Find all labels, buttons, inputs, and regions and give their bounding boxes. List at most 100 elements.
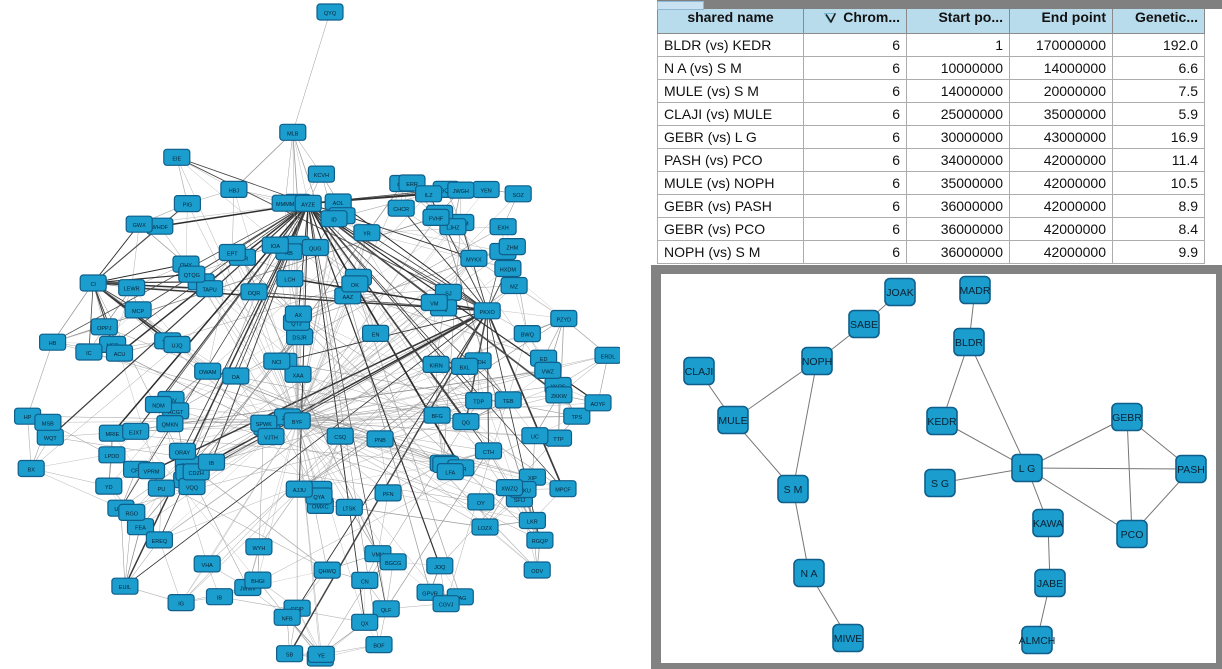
svg-text:QLF: QLF	[381, 608, 392, 614]
svg-text:FVHF: FVHF	[429, 216, 444, 222]
svg-text:MYKX: MYKX	[466, 257, 482, 263]
svg-text:WHDF: WHDF	[152, 225, 169, 231]
svg-text:NDM: NDM	[152, 404, 165, 410]
svg-text:YEN: YEN	[480, 189, 491, 195]
svg-text:CN: CN	[361, 579, 369, 585]
svg-text:WQT: WQT	[44, 436, 57, 442]
svg-text:LCH: LCH	[284, 278, 295, 284]
svg-text:S M: S M	[784, 484, 803, 496]
svg-text:XWZQ: XWZQ	[501, 487, 518, 493]
svg-text:CLAJI: CLAJI	[685, 366, 714, 378]
svg-text:OWAM: OWAM	[199, 370, 217, 376]
svg-text:ILZ: ILZ	[425, 193, 434, 199]
svg-text:BWQ: BWQ	[521, 333, 535, 339]
svg-text:ERDL: ERDL	[601, 354, 616, 360]
svg-text:MADR: MADR	[960, 285, 991, 297]
svg-text:KAWA: KAWA	[1033, 518, 1063, 530]
svg-text:GEBR: GEBR	[1112, 412, 1142, 424]
svg-text:PFN: PFN	[383, 492, 394, 498]
svg-text:HB: HB	[49, 341, 57, 347]
svg-text:HBJ: HBJ	[229, 188, 240, 194]
svg-text:ZHM: ZHM	[506, 246, 518, 252]
svg-text:PASH: PASH	[1177, 464, 1205, 476]
svg-text:VM: VM	[430, 302, 439, 308]
svg-text:MMMM: MMMM	[276, 202, 295, 208]
svg-text:LTSK: LTSK	[343, 506, 357, 512]
svg-text:OQR: OQR	[248, 291, 261, 297]
svg-text:YR: YR	[363, 232, 371, 238]
svg-text:EN: EN	[372, 332, 380, 338]
svg-text:AAZ: AAZ	[342, 295, 353, 301]
svg-text:AYZE: AYZE	[301, 202, 315, 208]
svg-text:KCVH: KCVH	[314, 173, 329, 179]
svg-text:OY: OY	[477, 501, 485, 507]
svg-text:EPT: EPT	[227, 252, 238, 258]
svg-text:PNB: PNB	[374, 438, 386, 444]
svg-text:VWZ: VWZ	[542, 369, 555, 375]
svg-text:CI: CI	[90, 282, 96, 288]
svg-text:FEA: FEA	[135, 526, 146, 532]
svg-text:BGCG: BGCG	[385, 561, 401, 567]
svg-text:VPRM: VPRM	[144, 470, 160, 476]
svg-text:BLDR: BLDR	[955, 337, 983, 349]
svg-text:JOQ: JOQ	[434, 565, 446, 571]
svg-text:MSB: MSB	[42, 421, 54, 427]
svg-text:IOA: IOA	[271, 244, 281, 250]
svg-text:XAA: XAA	[292, 373, 303, 379]
svg-text:BYF: BYF	[292, 420, 303, 426]
svg-text:NOPH: NOPH	[802, 356, 832, 368]
svg-text:EIE: EIE	[172, 156, 181, 162]
svg-text:OPPJ: OPPJ	[97, 326, 112, 332]
svg-text:VQQ: VQQ	[186, 486, 199, 492]
svg-text:QMKN: QMKN	[162, 423, 179, 429]
svg-text:IG: IG	[178, 602, 184, 608]
svg-text:BOF: BOF	[373, 644, 385, 650]
svg-text:YD: YD	[105, 485, 113, 491]
svg-text:IC: IC	[86, 351, 92, 357]
svg-text:UC: UC	[531, 435, 539, 441]
svg-text:OMXC: OMXC	[312, 504, 329, 510]
svg-text:NCI: NCI	[272, 360, 282, 366]
svg-text:TAPU: TAPU	[202, 288, 216, 294]
svg-text:QX: QX	[361, 621, 369, 627]
svg-text:MZ: MZ	[510, 285, 519, 291]
svg-text:PIG: PIG	[183, 203, 192, 209]
svg-text:IB: IB	[209, 461, 215, 467]
svg-text:MCP: MCP	[132, 309, 145, 315]
svg-text:PKXO: PKXO	[480, 310, 496, 316]
svg-text:L G: L G	[1019, 463, 1036, 475]
svg-text:EXH: EXH	[497, 226, 508, 232]
svg-text:BHGI: BHGI	[251, 579, 265, 585]
svg-text:LJHZ: LJHZ	[446, 226, 460, 232]
svg-text:LEWR: LEWR	[124, 287, 140, 293]
svg-text:SABE: SABE	[850, 319, 878, 331]
svg-text:VHA: VHA	[202, 563, 214, 569]
svg-text:TEB: TEB	[503, 399, 514, 405]
svg-text:DA: DA	[232, 375, 240, 381]
svg-text:CTH: CTH	[483, 450, 494, 456]
svg-text:TDP: TDP	[473, 400, 484, 406]
svg-text:JABE: JABE	[1037, 578, 1063, 590]
svg-text:QUG: QUG	[309, 247, 322, 253]
svg-text:ZKKW: ZKKW	[551, 394, 568, 400]
svg-text:AOYF: AOYF	[591, 402, 607, 408]
svg-text:PZYD: PZYD	[556, 318, 571, 324]
svg-text:GWX: GWX	[133, 223, 146, 229]
svg-text:ODV: ODV	[531, 569, 543, 575]
svg-text:YE: YE	[318, 653, 326, 659]
svg-text:QYA: QYA	[313, 495, 325, 501]
svg-text:PU: PU	[158, 487, 166, 493]
svg-text:VJTH: VJTH	[264, 436, 278, 442]
svg-text:RGQP: RGQP	[532, 539, 549, 545]
svg-text:QTQG: QTQG	[184, 273, 200, 279]
svg-text:CSQ: CSQ	[334, 435, 347, 441]
svg-text:LOZX: LOZX	[478, 526, 493, 532]
svg-text:HP: HP	[24, 415, 32, 421]
svg-text:ID: ID	[331, 218, 337, 224]
svg-text:KIRN: KIRN	[430, 363, 443, 369]
svg-text:MRIE: MRIE	[106, 432, 120, 438]
svg-text:QHWQ: QHWQ	[318, 569, 336, 575]
svg-text:PCO: PCO	[1121, 529, 1144, 541]
svg-text:LKR: LKR	[527, 520, 538, 526]
svg-text:EUIL: EUIL	[119, 585, 131, 591]
